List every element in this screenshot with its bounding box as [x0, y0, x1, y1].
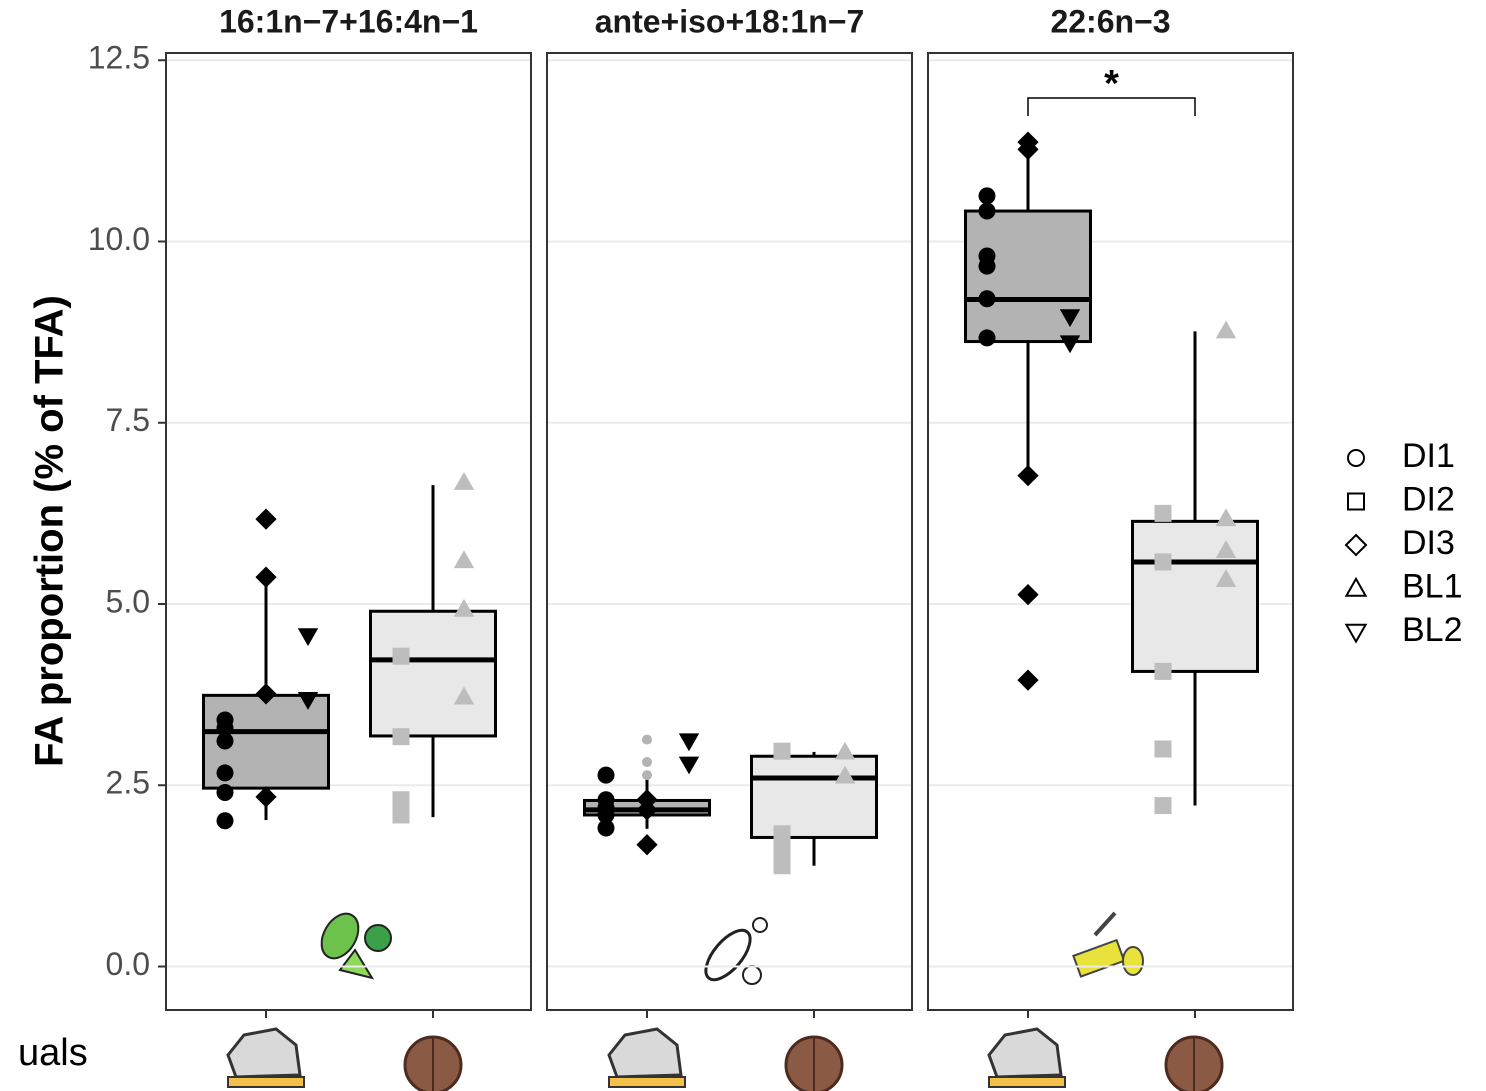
data-point	[678, 756, 700, 775]
panel-title: 16:1n−7+16:4n−1	[219, 3, 478, 39]
data-point	[1215, 569, 1237, 587]
legend-label: BL1	[1402, 567, 1463, 605]
data-point	[216, 812, 234, 830]
legend-label: DI1	[1402, 437, 1455, 475]
data-point	[453, 598, 475, 617]
data-point	[255, 786, 277, 808]
legend-label: BL2	[1402, 611, 1463, 649]
data-point	[1059, 335, 1081, 354]
legend-label: DI2	[1402, 480, 1455, 518]
box	[369, 609, 497, 738]
data-point	[773, 742, 791, 760]
data-point	[678, 733, 700, 752]
data-point	[216, 719, 234, 737]
outlier	[642, 770, 652, 781]
data-point	[1215, 320, 1237, 339]
data-point	[1154, 504, 1172, 522]
legend-key	[1347, 449, 1365, 467]
fragment-text: uals	[18, 1032, 88, 1074]
data-point	[636, 834, 658, 856]
category-icons	[226, 911, 1224, 1091]
y-tick-label: 12.5	[88, 40, 150, 76]
data-point	[773, 843, 791, 861]
data-point	[1059, 309, 1081, 328]
data-point	[834, 765, 856, 784]
data-point	[297, 692, 319, 710]
panel-title: 22:6n−3	[1050, 3, 1170, 39]
data-point	[453, 472, 475, 490]
data-point	[978, 187, 996, 205]
data-point	[297, 628, 319, 647]
data-point	[255, 508, 277, 530]
y-tick-label: 0.0	[106, 946, 150, 982]
panel-border	[927, 52, 1294, 1011]
data-point	[1154, 797, 1172, 815]
data-point	[1154, 553, 1172, 571]
legend-key	[1344, 576, 1368, 597]
data-point	[392, 728, 410, 746]
data-point	[978, 290, 996, 308]
data-point	[255, 683, 277, 705]
panel-border	[165, 52, 532, 1011]
data-point	[1017, 465, 1039, 487]
data-point	[1215, 508, 1237, 527]
data-point	[255, 566, 277, 588]
significance-label: *	[1104, 63, 1119, 105]
outlier	[642, 757, 652, 768]
box	[1131, 519, 1259, 673]
data-point	[1215, 540, 1237, 558]
data-point	[1017, 583, 1039, 606]
data-point	[597, 819, 615, 837]
legend-key	[1347, 492, 1365, 511]
data-point	[978, 257, 996, 275]
data-point	[216, 732, 234, 750]
significance-bracket	[1027, 97, 1196, 116]
data-point	[978, 202, 996, 220]
data-point	[834, 741, 856, 760]
panel-title: ante+iso+18:1n−7	[595, 3, 864, 39]
y-tick-label: 10.0	[88, 221, 150, 257]
data-point	[453, 550, 475, 569]
y-axis-label: FA proportion (% of TFA)	[28, 295, 72, 767]
data-point	[1154, 662, 1172, 680]
data-point	[392, 806, 410, 824]
legend-label: DI3	[1402, 524, 1455, 562]
data-point	[978, 329, 996, 347]
panel-border	[546, 52, 913, 1011]
data-point	[216, 784, 234, 801]
data-point	[597, 766, 615, 784]
data-point	[392, 647, 410, 665]
y-tick-label: 7.5	[106, 402, 150, 438]
data-point	[216, 764, 234, 782]
data-point	[1017, 669, 1039, 691]
y-tick-label: 5.0	[106, 583, 150, 619]
y-tick-label: 2.5	[106, 765, 150, 801]
data-point	[392, 791, 410, 809]
data-point	[597, 806, 615, 824]
box	[750, 754, 878, 839]
data-point	[636, 799, 658, 821]
legend-key	[1344, 533, 1368, 557]
data-point	[773, 857, 791, 875]
data-point	[1017, 138, 1039, 161]
data-point	[1154, 740, 1172, 758]
data-point	[453, 686, 475, 705]
outlier	[642, 734, 652, 745]
legend-key	[1344, 623, 1368, 644]
